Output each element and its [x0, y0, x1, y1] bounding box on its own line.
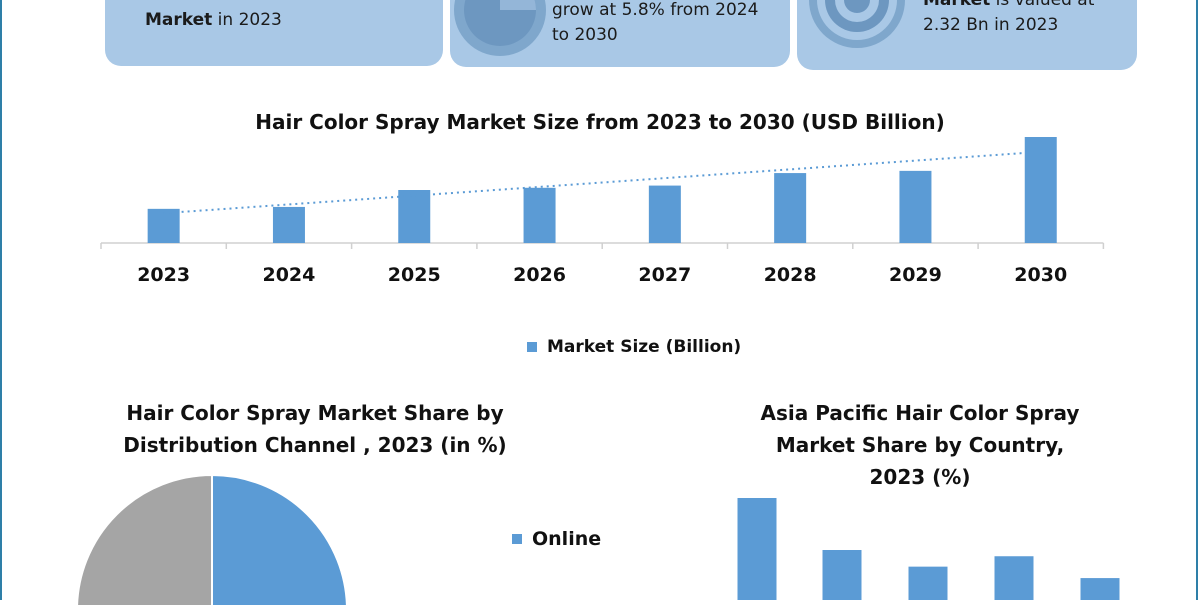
bar-2029	[899, 170, 932, 243]
card-1-text: Market in 2023	[145, 8, 282, 33]
year-label-2023: 2023	[137, 264, 191, 286]
card-3-rest: is valued at	[990, 0, 1095, 10]
apac-bar-1	[737, 498, 777, 600]
card-1-rest: in 2023	[212, 10, 282, 30]
year-label-2030: 2030	[1014, 264, 1068, 286]
apac-bar-5	[1080, 578, 1120, 600]
card-2-text: grow at 5.8% from 2024 to 2030	[552, 0, 758, 48]
year-label-2028: 2028	[763, 264, 817, 286]
apac-bar-chart	[737, 498, 1120, 600]
pie-legend-label: Online	[532, 528, 602, 550]
main-chart-legend: Market Size (Billion)	[527, 337, 741, 357]
card-3-line2: 2.32 Bn in 2023	[923, 15, 1059, 35]
trend-line	[163, 150, 1041, 215]
card-3-text: Market is valued at 2.32 Bn in 2023	[923, 0, 1094, 38]
target-icon	[809, 0, 905, 48]
info-card-1: Market in 2023	[105, 0, 443, 66]
right-frame-line	[1196, 0, 1198, 600]
legend-swatch	[527, 342, 537, 352]
year-label-2029: 2029	[888, 264, 942, 286]
bar-2027	[648, 185, 681, 243]
bar-2030	[1024, 137, 1057, 243]
bar-2024	[272, 206, 305, 243]
main-bar-chart	[100, 137, 1105, 249]
bar-2025	[398, 190, 431, 243]
apac-bar-3	[908, 566, 948, 600]
info-card-2: grow at 5.8% from 2024 to 2030	[450, 0, 790, 67]
distribution-pie-chart	[76, 473, 348, 605]
legend-label: Market Size (Billion)	[547, 337, 742, 357]
main-chart-title: Hair Color Spray Market Size from 2023 t…	[255, 110, 945, 134]
info-card-3: Market is valued at 2.32 Bn in 2023	[797, 0, 1137, 70]
card-1-bold: Market	[145, 10, 213, 30]
year-label-2026: 2026	[513, 264, 566, 286]
card-3-bold: Market	[923, 0, 991, 10]
apac-bar-2	[822, 550, 862, 600]
apac-bar-4	[994, 556, 1034, 600]
pie-growth-icon	[454, 0, 546, 56]
pie-legend: Online	[512, 528, 601, 550]
year-label-2024: 2024	[262, 264, 316, 286]
year-label-2027: 2027	[638, 264, 692, 286]
pie-slice-other	[76, 473, 213, 605]
bar-2023	[147, 208, 180, 243]
year-label-2025: 2025	[387, 264, 441, 286]
card-2-line1: grow at 5.8% from 2024	[552, 0, 759, 20]
pie-chart-title: Hair Color Spray Market Share by Distrib…	[123, 401, 507, 457]
pie-legend-swatch	[512, 534, 522, 544]
card-2-line2: to 2030	[552, 25, 618, 45]
apac-chart-title: Asia Pacific Hair Color Spray Market Sha…	[760, 401, 1080, 489]
pie-slice-online	[211, 473, 348, 605]
bar-2028	[774, 173, 807, 243]
bar-2026	[523, 187, 556, 243]
left-frame-line	[0, 0, 2, 600]
